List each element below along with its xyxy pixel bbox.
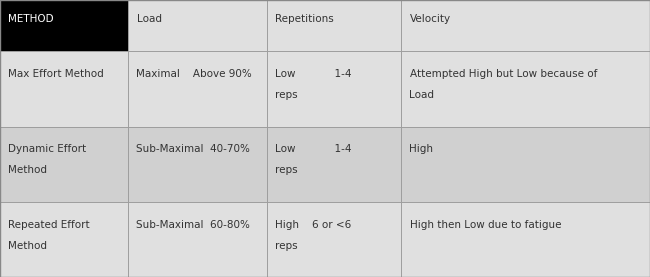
Bar bbox=[128, 127, 266, 202]
Text: reps: reps bbox=[275, 241, 298, 251]
Bar bbox=[401, 127, 650, 202]
Text: Method: Method bbox=[8, 241, 47, 251]
Text: High: High bbox=[410, 144, 434, 154]
Bar bbox=[0, 202, 128, 277]
Text: Method: Method bbox=[8, 165, 47, 175]
Bar bbox=[401, 0, 650, 51]
Text: High then Low due to fatigue: High then Low due to fatigue bbox=[410, 220, 561, 230]
Bar bbox=[266, 127, 401, 202]
Text: Maximal    Above 90%: Maximal Above 90% bbox=[136, 69, 252, 79]
Text: METHOD: METHOD bbox=[8, 14, 54, 24]
Text: reps: reps bbox=[275, 165, 298, 175]
Text: Sub-Maximal  40-70%: Sub-Maximal 40-70% bbox=[136, 144, 250, 154]
Text: Dynamic Effort: Dynamic Effort bbox=[8, 144, 86, 154]
Text: Load: Load bbox=[136, 14, 161, 24]
Bar bbox=[266, 51, 401, 127]
Text: Attempted High but Low because of: Attempted High but Low because of bbox=[410, 69, 597, 79]
Bar bbox=[128, 202, 266, 277]
Bar bbox=[0, 127, 128, 202]
Text: Sub-Maximal  60-80%: Sub-Maximal 60-80% bbox=[136, 220, 250, 230]
Text: Low            1-4: Low 1-4 bbox=[275, 144, 352, 154]
Bar bbox=[266, 202, 401, 277]
Bar bbox=[401, 202, 650, 277]
Bar bbox=[401, 51, 650, 127]
Text: Low            1-4: Low 1-4 bbox=[275, 69, 352, 79]
Text: High    6 or <6: High 6 or <6 bbox=[275, 220, 351, 230]
Text: reps: reps bbox=[275, 90, 298, 100]
Text: Repetitions: Repetitions bbox=[275, 14, 333, 24]
Bar bbox=[0, 51, 128, 127]
Text: Velocity: Velocity bbox=[410, 14, 450, 24]
Bar bbox=[266, 0, 401, 51]
Text: Repeated Effort: Repeated Effort bbox=[8, 220, 90, 230]
Bar bbox=[128, 0, 266, 51]
Bar bbox=[0, 0, 128, 51]
Bar bbox=[128, 51, 266, 127]
Text: Load: Load bbox=[410, 90, 434, 100]
Text: Max Effort Method: Max Effort Method bbox=[8, 69, 104, 79]
